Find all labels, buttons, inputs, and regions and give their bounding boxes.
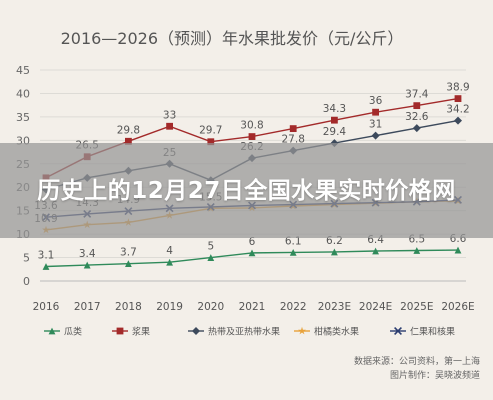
- data-label: 31: [369, 119, 382, 131]
- data-label: 6: [249, 236, 256, 248]
- data-point: [412, 124, 421, 133]
- y-tick-label: 45: [16, 64, 30, 77]
- data-label: 29.7: [199, 125, 222, 137]
- data-point: [166, 122, 173, 130]
- data-point: [48, 327, 56, 335]
- y-tick-label: 40: [16, 87, 30, 100]
- data-label: 38.9: [446, 82, 469, 94]
- data-point: [413, 102, 421, 110]
- data-label: 4: [166, 245, 173, 257]
- data-label: 3.1: [38, 249, 55, 261]
- x-tick-label: 2019: [156, 301, 183, 313]
- legend-label: 瓜类: [64, 326, 82, 338]
- data-point: [289, 248, 297, 256]
- legend-label: 浆果: [132, 326, 150, 338]
- data-label: 33: [163, 109, 176, 121]
- legend-label: 柑橘类水果: [314, 326, 359, 338]
- data-label: 3.4: [79, 248, 96, 260]
- data-label: 34.2: [446, 104, 469, 116]
- data-label: 27.8: [282, 134, 305, 146]
- data-point: [289, 125, 297, 133]
- x-tick-label: 2023E: [318, 301, 351, 313]
- x-tick-label: 2020: [197, 301, 224, 313]
- data-point: [331, 248, 338, 256]
- data-point: [42, 263, 50, 270]
- data-point: [116, 327, 124, 335]
- chart-title: 2016—2026（预测）年水果批发价（元/公斤）: [61, 29, 404, 48]
- data-point: [394, 327, 402, 335]
- x-axis-ticks: 2016 2017 2018 2019 2020 2021 2022 2023E 2024E 20…: [33, 301, 475, 313]
- data-point: [372, 247, 379, 255]
- x-tick-label: 2022: [280, 301, 307, 313]
- x-tick-label: 2026E: [441, 301, 474, 313]
- legend-label: 热带及亚热带水果: [208, 326, 280, 338]
- data-point: [454, 116, 462, 125]
- data-label: 34.3: [323, 103, 346, 115]
- data-point: [207, 254, 215, 261]
- data-point: [454, 246, 462, 254]
- source-note: 数据来源：公司资料，第一上海: [354, 355, 480, 367]
- y-tick-label: 35: [16, 111, 30, 124]
- data-point: [371, 131, 380, 140]
- data-point: [413, 247, 421, 254]
- data-label: 29.8: [117, 124, 140, 136]
- data-point: [454, 95, 462, 103]
- x-tick-label: 2016: [33, 301, 60, 313]
- data-point-stroke: [394, 327, 402, 335]
- data-label: 37.4: [405, 89, 429, 101]
- data-point: [248, 133, 256, 140]
- data-label: 3.7: [120, 247, 137, 259]
- data-label: 6.1: [285, 235, 302, 247]
- x-tick-label: 2024E: [359, 301, 392, 313]
- y-tick-label: 5: [23, 252, 30, 265]
- data-point: [125, 137, 132, 145]
- headline-banner: 历史上的12月27日全国水果实时价格网: [0, 143, 493, 238]
- data-label: 32.6: [405, 111, 429, 123]
- data-label: 36: [369, 95, 383, 107]
- data-label: 30.8: [240, 120, 263, 132]
- y-tick-label: 0: [23, 275, 30, 288]
- data-label: 29.4: [323, 126, 347, 138]
- x-tick-label: 2017: [74, 301, 101, 313]
- data-point: [298, 326, 306, 335]
- data-point: [331, 116, 338, 124]
- x-tick-label: 2018: [115, 301, 142, 313]
- data-point: [207, 138, 215, 146]
- credit-note: 图片制作：吴晓波频道: [390, 369, 480, 381]
- legend: 瓜类 浆果 热带及亚热带水果 柑橘类水果 仁果和核果: [44, 326, 455, 338]
- data-point: [166, 258, 173, 266]
- data-point: [248, 249, 256, 257]
- data-point: [192, 327, 200, 335]
- data-point: [83, 261, 91, 269]
- data-point: [372, 108, 379, 116]
- data-point: [125, 260, 132, 268]
- data-label: 5: [207, 241, 214, 253]
- headline-text: 历史上的12月27日全国水果实时价格网: [37, 177, 456, 204]
- x-tick-label: 2021: [239, 301, 266, 313]
- x-tick-label: 2025E: [400, 301, 433, 313]
- legend-label: 仁果和核果: [410, 326, 455, 338]
